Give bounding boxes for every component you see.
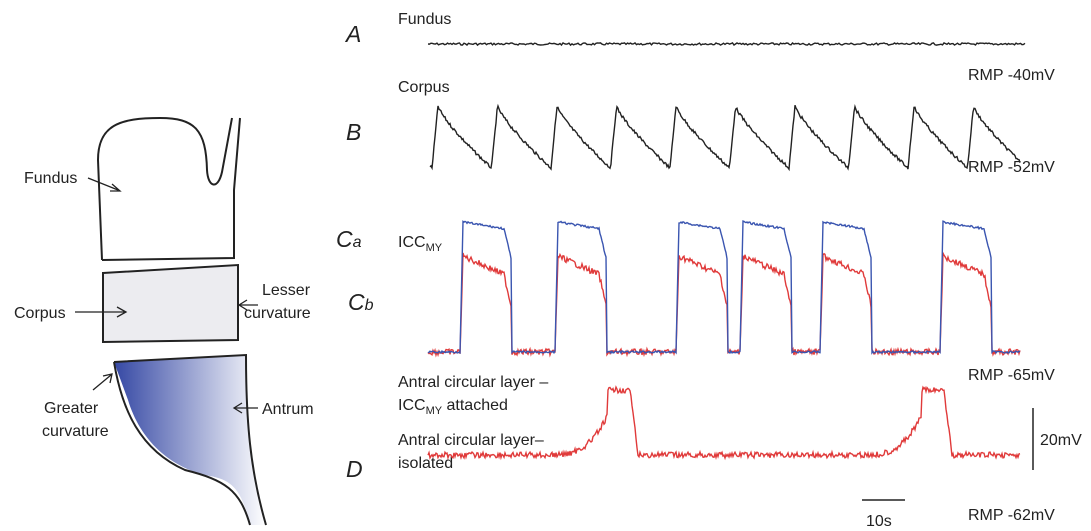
panel-label: D bbox=[346, 456, 363, 482]
trace-name: isolated bbox=[398, 455, 453, 472]
fundus-outline bbox=[96, 116, 233, 261]
label-lesser: Lesser bbox=[262, 282, 311, 299]
panel-label: A bbox=[344, 21, 361, 47]
scale-label: 10s bbox=[866, 513, 892, 530]
trace-name: Fundus bbox=[398, 11, 451, 28]
stomach-diagram bbox=[96, 116, 267, 526]
panel-label: Cb bbox=[348, 289, 374, 315]
scale-label: 20mV bbox=[1040, 432, 1082, 449]
trace-d bbox=[427, 385, 1021, 461]
label-curvature: curvature bbox=[244, 305, 311, 322]
label-curvature2: curvature bbox=[42, 423, 109, 440]
fundus-outline-right bbox=[101, 117, 241, 261]
label-greater: Greater bbox=[44, 400, 99, 417]
pointers bbox=[75, 177, 258, 414]
trace-name: ICCMY attached bbox=[398, 397, 508, 417]
trace-corpus bbox=[429, 103, 1021, 172]
trace-fundus bbox=[427, 41, 1026, 47]
corpus-section bbox=[102, 263, 239, 344]
antrum-outline bbox=[113, 353, 267, 526]
traces bbox=[427, 41, 1026, 461]
trace-cb bbox=[427, 250, 1021, 358]
trace-name: Corpus bbox=[398, 79, 450, 96]
trace-ca bbox=[427, 220, 1021, 355]
trace-name: ICCMY bbox=[398, 234, 443, 254]
label-corpus: Corpus bbox=[14, 305, 66, 322]
rmp: RMP -52mV bbox=[968, 159, 1055, 176]
rmp: RMP -62mV bbox=[968, 507, 1055, 524]
antrum-fill bbox=[114, 355, 266, 525]
trace-name: Antral circular layer – bbox=[398, 374, 548, 391]
label-antrum: Antrum bbox=[262, 401, 314, 418]
rmp: RMP -65mV bbox=[968, 367, 1055, 384]
rmp: RMP -40mV bbox=[968, 67, 1055, 84]
trace-name: Antral circular layer– bbox=[398, 432, 544, 449]
antrum-outline-left bbox=[113, 361, 251, 526]
panel-label: Ca bbox=[336, 226, 362, 252]
panel-label: B bbox=[346, 119, 361, 145]
label-fundus: Fundus bbox=[24, 170, 77, 187]
